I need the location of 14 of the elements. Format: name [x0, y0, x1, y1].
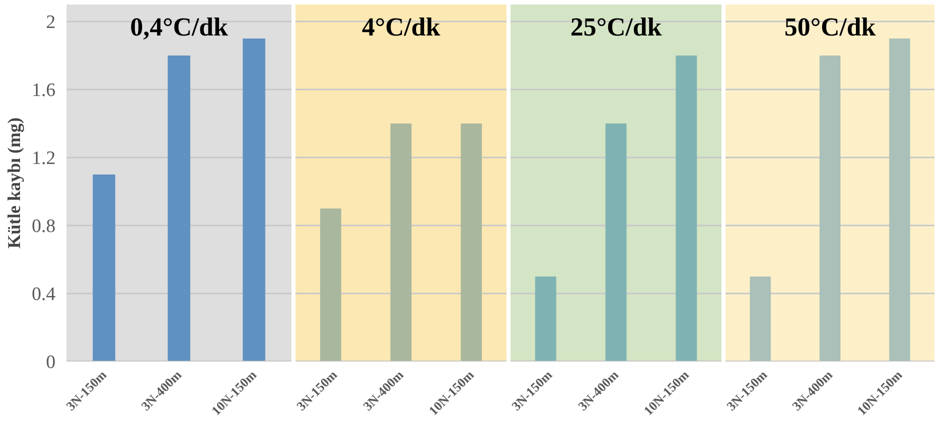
y-tick-label: 2 — [46, 12, 56, 33]
chart-title: 4°C/dk — [362, 12, 441, 42]
y-tick-label: 0.4 — [32, 284, 56, 305]
chart-title: 0,4°C/dk — [130, 12, 228, 42]
y-tick-label: 1.6 — [32, 80, 56, 101]
chart-title: 25°C/dk — [570, 12, 662, 42]
bar — [242, 38, 266, 362]
bar — [92, 174, 116, 362]
chart-title: 50°C/dk — [784, 12, 876, 42]
y-axis-title: Kütle kaybı (mg) — [4, 117, 24, 248]
bar — [168, 56, 190, 362]
y-tick-label: 1.2 — [32, 148, 56, 169]
y-tick-label: 0.8 — [32, 216, 56, 237]
y-tick-label: 0 — [46, 352, 56, 373]
